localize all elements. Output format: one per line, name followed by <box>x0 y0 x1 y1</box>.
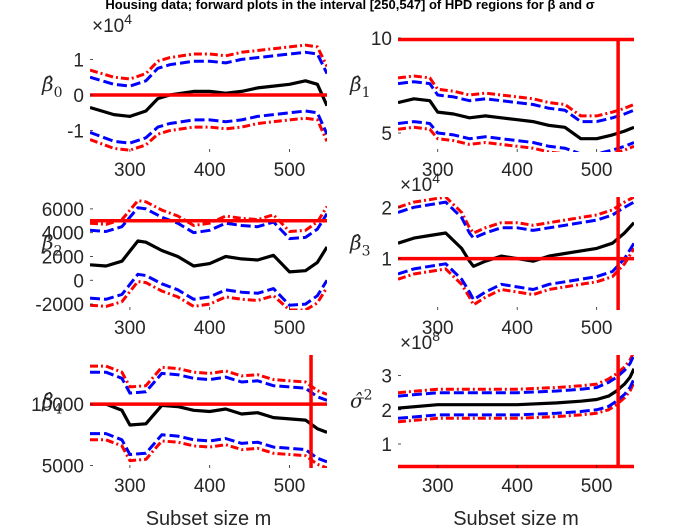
y-tick-label: 4000 <box>42 224 84 245</box>
series-central <box>90 79 327 119</box>
y-tick-label: 3 <box>381 367 392 388</box>
series-outer-upper <box>90 199 327 233</box>
y-tick-label: 1 <box>381 250 392 271</box>
series-inner-upper <box>398 200 634 240</box>
panel-beta1: 300 400 500 5 10 β̂1 <box>349 29 634 181</box>
series-inner-upper <box>398 80 634 124</box>
x-tick-label: 400 <box>194 160 226 181</box>
series-inner-lower <box>398 378 634 420</box>
y-tick-label: 1 <box>73 50 84 71</box>
y-axis-label: σ̂2 <box>350 388 373 413</box>
series-outer-upper <box>90 364 327 396</box>
series-inner-upper <box>90 370 327 402</box>
series-central <box>398 97 634 141</box>
y-axis-label: β̂0 <box>41 72 62 101</box>
y-axis-label: β̂1 <box>349 72 370 101</box>
y-tick-label: 2 <box>381 401 392 422</box>
x-tick-label: 400 <box>501 476 533 497</box>
plot-area <box>398 197 634 307</box>
x-tick-label: 500 <box>274 160 306 181</box>
x-tick-label: 400 <box>501 318 533 339</box>
y-tick-label: 10 <box>371 29 392 50</box>
y-axis-label: β̂3 <box>349 231 370 260</box>
series-outer-lower <box>398 247 634 307</box>
series-central <box>90 239 327 274</box>
x-tick-label: 300 <box>114 318 146 339</box>
panel-sigma2: 300 400 500 1 2 3 σ̂2 ×108 Subset size m <box>350 328 634 525</box>
series-inner-upper <box>90 50 327 88</box>
plot-area <box>90 364 327 468</box>
panel-beta0: 300 400 500 -1 0 1 β̂0 ×104 <box>41 11 327 181</box>
series-outer-lower <box>398 125 634 152</box>
panel-beta3: 300 400 500 1 2 β̂3 ×104 <box>349 170 634 339</box>
x-tick-label: 300 <box>422 476 454 497</box>
axis-exponent-label: ×104 <box>92 11 132 37</box>
plot-area <box>90 43 327 152</box>
x-tick-label: 500 <box>581 476 613 497</box>
y-tick-label: -1 <box>67 122 84 143</box>
plot-area <box>398 74 634 152</box>
y-axis-label: β̂2 <box>41 231 62 260</box>
y-axis-label: β̂4 <box>41 389 63 418</box>
y-tick-label: 6000 <box>42 200 84 221</box>
y-tick-label: 2 <box>381 198 392 219</box>
x-tick-label: 500 <box>581 318 613 339</box>
series-outer-upper <box>398 74 634 118</box>
series-inner-lower <box>90 109 327 145</box>
series-outer-lower <box>90 438 327 468</box>
plot-area <box>398 355 634 424</box>
series-outer-lower <box>90 116 327 152</box>
y-tick-label: 0 <box>73 86 84 107</box>
x-tick-label: 400 <box>501 160 533 181</box>
series-inner-lower <box>398 242 634 302</box>
y-tick-label: 5000 <box>42 457 84 478</box>
x-tick-label: 300 <box>422 160 454 181</box>
x-tick-label: 400 <box>194 476 226 497</box>
x-tick-label: 300 <box>422 318 454 339</box>
y-tick-label: 0 <box>73 271 84 292</box>
plot-area <box>90 199 327 310</box>
x-axis-label: Subset size m <box>453 508 579 525</box>
y-tick-label: 5 <box>381 124 392 145</box>
series-outer-upper <box>90 43 327 81</box>
series-central <box>90 402 327 434</box>
x-tick-label: 500 <box>581 160 613 181</box>
x-tick-label: 300 <box>114 476 146 497</box>
series-central <box>398 368 634 410</box>
axis-exponent-label: ×104 <box>400 170 440 196</box>
series-outer-upper <box>398 197 634 235</box>
axis-exponent-label: ×108 <box>400 328 440 354</box>
x-tick-label: 300 <box>114 160 146 181</box>
series-inner-upper <box>90 206 327 241</box>
series-inner-upper <box>398 355 634 398</box>
x-tick-label: 500 <box>274 476 306 497</box>
y-tick-label: 1 <box>381 435 392 456</box>
series-outer-lower <box>90 280 327 310</box>
figure-title: Housing data; forward plots in the inter… <box>105 0 594 12</box>
x-tick-label: 400 <box>194 318 226 339</box>
series-inner-lower <box>90 432 327 464</box>
y-tick-label: 10000 <box>31 395 84 416</box>
x-tick-label: 500 <box>274 318 306 339</box>
y-tick-label: -2000 <box>35 295 84 316</box>
x-axis-label: Subset size m <box>146 508 272 525</box>
series-inner-lower <box>90 272 327 307</box>
y-tick-label: 2000 <box>42 247 84 268</box>
